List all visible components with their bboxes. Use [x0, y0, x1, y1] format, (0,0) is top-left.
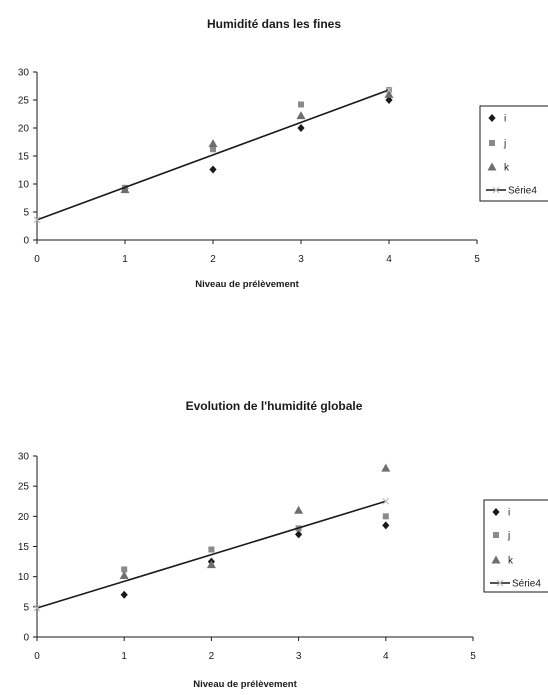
chart-svg: Evolution de l'humidité globale051015202…	[18, 399, 548, 690]
x-tick-label: 2	[209, 651, 215, 662]
data-point-k	[119, 570, 129, 579]
legend: i j k Série4	[483, 499, 548, 593]
x-tick-label: 0	[34, 651, 40, 662]
legend-item: k	[491, 555, 514, 567]
x-tick-label: 4	[386, 254, 392, 265]
data-point-k	[206, 560, 216, 569]
y-tick-label: 15	[18, 542, 30, 553]
chart-svg: Humidité dans les fines 0 5 10 15 20 25 30 0 1 2 3 4…	[18, 17, 548, 290]
x-tick-label: 0	[34, 254, 40, 265]
legend: i j k Série4	[479, 105, 548, 202]
legend-label: Série4	[512, 579, 541, 590]
data-point-j	[382, 513, 389, 520]
legend-symbol-i	[492, 508, 500, 516]
legend-symbol-i	[488, 114, 496, 122]
x-tick-label: 4	[383, 651, 389, 662]
x-tick-label: 5	[470, 651, 476, 662]
y-tick-label: 25	[18, 96, 30, 107]
data-point-k	[296, 111, 306, 120]
y-tick-label: 5	[23, 208, 29, 219]
legend-item: k	[487, 162, 510, 174]
legend-label: j	[503, 139, 506, 150]
y-tick-label: 15	[18, 152, 30, 163]
data-point-k	[120, 185, 130, 194]
data-point-j	[210, 146, 216, 153]
chart-title: Evolution de l'humidité globale	[186, 399, 363, 413]
x-tick-label: 3	[296, 651, 302, 662]
x-axis-label: Niveau de prélèvement	[195, 279, 299, 290]
y-tick-label: 0	[23, 236, 29, 247]
y-tick-label: 20	[18, 124, 30, 135]
legend-symbol-k	[491, 555, 501, 564]
legend-label: k	[508, 556, 514, 567]
legend-label: k	[504, 163, 510, 174]
chart-title: Humidité dans les fines	[207, 17, 341, 31]
data-point-j	[208, 546, 215, 553]
data-point-k	[381, 463, 391, 472]
legend-box	[479, 105, 548, 202]
x-tick-label: 1	[121, 651, 127, 662]
y-tick-label: 5	[23, 602, 29, 613]
x-tick-label: 3	[298, 254, 304, 265]
trendline-point	[33, 604, 41, 612]
y-tick-label: 30	[18, 68, 30, 79]
legend-symbol-k	[487, 162, 497, 171]
legend-item: j	[493, 531, 510, 542]
legend-label: i	[504, 114, 506, 125]
series-trendline	[36, 500, 387, 609]
legend-item: i	[488, 114, 506, 125]
data-point-i	[295, 530, 303, 539]
legend-item: j	[489, 139, 506, 150]
data-point-i	[382, 521, 390, 530]
x-axis-label: Niveau de prélèvement	[193, 679, 297, 690]
trendline-point	[382, 497, 390, 505]
data-point-i	[120, 590, 128, 599]
legend-item: Série4	[486, 186, 537, 197]
legend-box	[483, 499, 548, 593]
y-tick-label: 20	[18, 512, 30, 523]
series-trendline	[36, 89, 390, 221]
x-tick-label: 1	[122, 254, 128, 265]
y-tick-label: 10	[18, 180, 30, 191]
data-point-i	[297, 124, 305, 132]
chart-evolution-humidite-globale: Evolution de l'humidité globale 0 5 10 15 20 2…	[0, 355, 548, 695]
legend-symbol-j	[489, 140, 495, 146]
legend-label: j	[507, 531, 510, 542]
x-tick-label: 2	[210, 254, 216, 265]
y-tick-label: 10	[18, 572, 30, 583]
x-tick-label: 5	[474, 254, 480, 265]
legend-symbol-j	[493, 532, 499, 538]
data-point-i	[209, 165, 217, 174]
trendline-point	[33, 216, 41, 224]
y-tick-label: 30	[18, 452, 30, 463]
data-point-k	[208, 139, 218, 148]
y-tick-label: 25	[18, 482, 30, 493]
chart-humidite-fines: Humidité dans les fines 0 5 10 15 20 25 30 0 1 2 3 4…	[0, 0, 548, 330]
legend-item: i	[492, 508, 510, 519]
data-point-k	[384, 89, 394, 98]
data-point-j	[298, 101, 304, 108]
trendline-point	[385, 86, 393, 94]
legend-item: Série4	[490, 579, 541, 590]
y-tick-label: 0	[23, 633, 29, 644]
data-point-k	[294, 505, 304, 514]
legend-label: i	[508, 508, 510, 519]
data-point-i	[385, 96, 393, 104]
data-point-j	[121, 566, 128, 573]
legend-label: Série4	[508, 186, 537, 197]
